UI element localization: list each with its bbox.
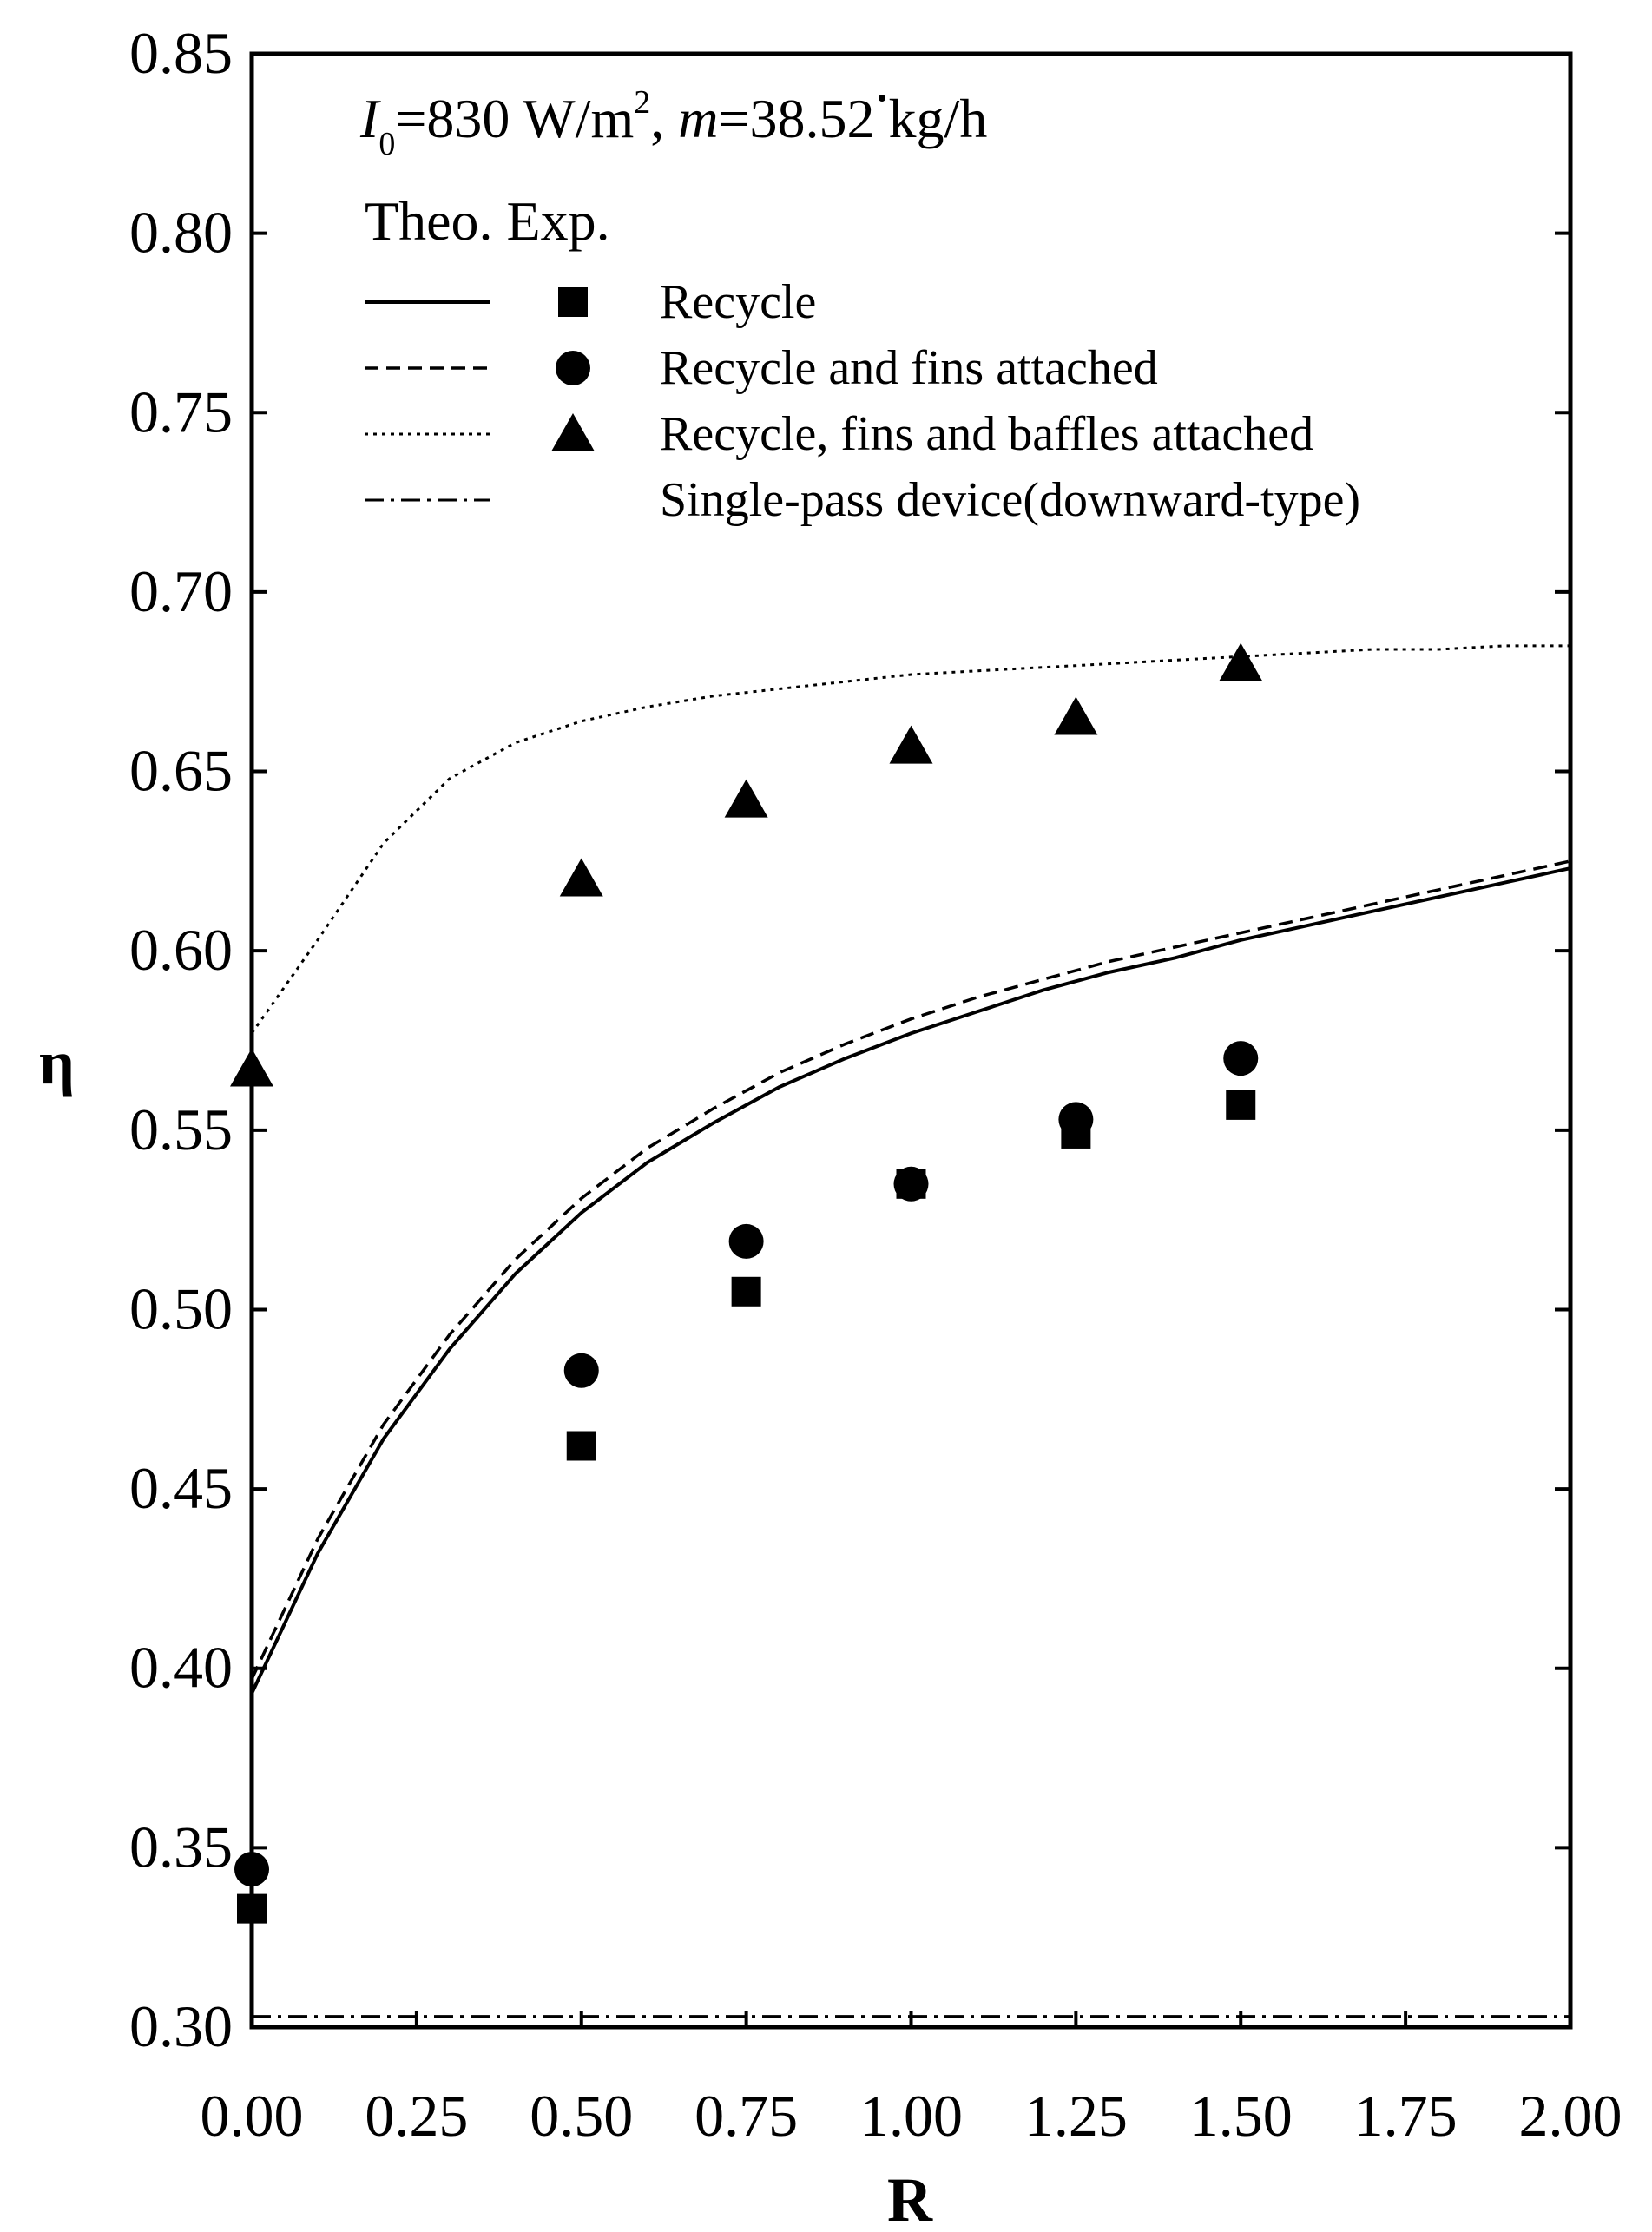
data-point-circle bbox=[1223, 1041, 1259, 1076]
y-tick-label: 0.80 bbox=[129, 200, 233, 266]
irradiance-symbol: I bbox=[359, 88, 381, 149]
data-point-circle bbox=[563, 1353, 599, 1388]
theory-line-square bbox=[250, 866, 1571, 1695]
conditions-separator: , bbox=[650, 88, 678, 149]
x-tick-label: 2.00 bbox=[1519, 2083, 1622, 2149]
data-point-triangle bbox=[724, 779, 768, 818]
y-tick-label: 0.65 bbox=[129, 738, 233, 804]
x-tick-label: 0.25 bbox=[365, 2083, 468, 2149]
y-tick-label: 0.50 bbox=[129, 1275, 233, 1341]
y-tick-label: 0.55 bbox=[129, 1096, 233, 1162]
data-point-square bbox=[566, 1431, 596, 1461]
y-tick-label: 0.75 bbox=[129, 379, 233, 444]
data-point-square bbox=[731, 1276, 761, 1307]
data-point-triangle bbox=[889, 725, 933, 764]
data-point-circle bbox=[893, 1166, 929, 1202]
legend: I0=830 W/m2, m=38.52 kg/h Theo. Exp. Rec… bbox=[359, 84, 1360, 527]
data-point-circle bbox=[234, 1852, 269, 1887]
y-axis-ticks: 0.30 0.35 0.40 0.45 0.50 0.55 0.60 0.65 0.70 0.75… bbox=[129, 20, 1570, 2059]
y-tick-label: 0.40 bbox=[129, 1635, 233, 1701]
legend-marker-triangle bbox=[551, 413, 595, 451]
x-tick-label: 1.75 bbox=[1354, 2083, 1458, 2149]
theory-line-circle bbox=[250, 859, 1571, 1680]
data-point-circle bbox=[1058, 1102, 1094, 1137]
legend-marker-circle bbox=[556, 351, 590, 385]
legend-label: Recycle, fins and baffles attached bbox=[660, 407, 1313, 461]
experiment-markers bbox=[230, 642, 1263, 1924]
y-tick-label: 0.60 bbox=[129, 917, 233, 983]
x-axis-ticks: 0.00 0.25 0.50 0.75 1.00 1.25 1.50 1.75 2.00 bbox=[201, 2011, 1622, 2149]
data-point-triangle bbox=[1219, 642, 1263, 681]
y-tick-label: 0.30 bbox=[129, 1993, 233, 2059]
legend-label: Recycle bbox=[660, 275, 816, 329]
theory-curves bbox=[250, 644, 1571, 2018]
x-tick-label: 0.75 bbox=[694, 2083, 798, 2149]
legend-rows: Recycle Recycle and fins attached Recycle,… bbox=[365, 275, 1360, 527]
legend-label: Single-pass device(downward-type) bbox=[660, 473, 1360, 527]
data-point-triangle bbox=[230, 1048, 273, 1087]
data-point-square bbox=[237, 1893, 267, 1924]
x-tick-label: 0.50 bbox=[530, 2083, 633, 2149]
theory-line-triangle bbox=[250, 644, 1570, 1035]
data-point-circle bbox=[728, 1223, 764, 1259]
x-tick-label: 0.00 bbox=[201, 2083, 304, 2149]
x-tick-label: 1.50 bbox=[1189, 2083, 1293, 2149]
data-point-square bbox=[1226, 1090, 1256, 1120]
y-tick-label: 0.85 bbox=[129, 20, 233, 86]
irradiance-value: =830 W/m bbox=[395, 88, 634, 149]
legend-conditions: I0=830 W/m2, m=38.52 kg/h bbox=[359, 84, 987, 162]
y-tick-label: 0.70 bbox=[129, 558, 233, 624]
legend-header: Theo. Exp. bbox=[365, 190, 610, 252]
y-tick-label: 0.35 bbox=[129, 1814, 233, 1880]
mass-flow-symbol: m bbox=[678, 88, 718, 149]
mass-flow-value: =38.52 kg/h bbox=[718, 88, 987, 149]
x-axis-label: R bbox=[887, 2165, 933, 2232]
data-point-triangle bbox=[1054, 696, 1098, 735]
y-axis-label: η bbox=[39, 1028, 75, 1097]
irradiance-superscript: 2 bbox=[634, 84, 650, 121]
y-tick-label: 0.45 bbox=[129, 1455, 233, 1521]
mass-flow-dot bbox=[879, 95, 885, 102]
legend-label: Recycle and fins attached bbox=[660, 341, 1158, 395]
legend-marker-square bbox=[558, 287, 588, 317]
irradiance-subscript: 0 bbox=[378, 126, 395, 162]
x-tick-label: 1.25 bbox=[1024, 2083, 1128, 2149]
data-point-triangle bbox=[559, 858, 603, 897]
x-tick-label: 1.00 bbox=[859, 2083, 963, 2149]
